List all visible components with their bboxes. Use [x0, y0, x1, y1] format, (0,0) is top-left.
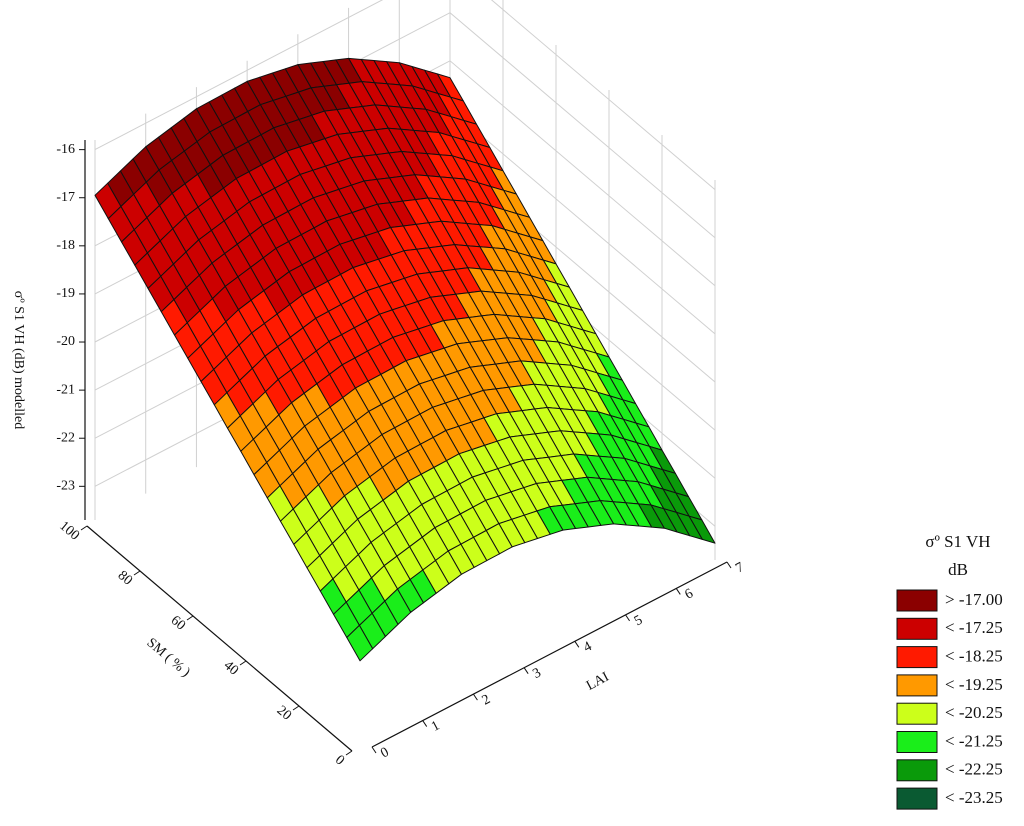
legend-swatch [896, 589, 938, 612]
x-tick [625, 614, 630, 622]
legend-label: < -20.25 [945, 703, 1003, 722]
legend-label: < -19.25 [945, 675, 1003, 694]
y-tick [292, 705, 300, 711]
y-tick [239, 660, 247, 666]
x-tick [473, 693, 478, 701]
legend-title: dB [948, 560, 968, 579]
z-axis-title: σº S1 VH (dB) modelled [11, 291, 26, 429]
z-tick-label: -18 [56, 238, 75, 253]
y-axis-line [86, 525, 353, 752]
x-tick [371, 746, 377, 754]
legend-title: σº S1 VH [925, 532, 990, 551]
grid-line [94, 0, 716, 190]
y-tick [345, 750, 353, 756]
legend: σº S1 VH dB > -17.00 < -17.25 < -18.25 < -19.… [896, 532, 1003, 810]
x-tick [675, 588, 681, 595]
z-tick-label: -19 [56, 286, 75, 301]
legend-swatch [896, 617, 938, 640]
z-tick-label: -23 [56, 479, 75, 494]
legend-swatch [896, 787, 938, 810]
x-tick [726, 561, 732, 569]
legend-label: < -23.25 [945, 788, 1003, 807]
x-tick [422, 720, 428, 727]
legend-swatch [896, 702, 938, 725]
legend-swatch [896, 674, 938, 697]
z-tick-label: -16 [56, 142, 75, 157]
x-axis-line [371, 561, 728, 748]
legend-swatch [896, 759, 938, 782]
z-tick-label: -21 [56, 382, 75, 397]
z-tick-label: -17 [56, 190, 75, 205]
surface [94, 57, 716, 662]
y-tick [133, 570, 141, 576]
legend-label: < -18.25 [945, 647, 1003, 666]
surface-cell [346, 624, 374, 662]
z-tick-label: -20 [56, 334, 75, 349]
x-tick [574, 641, 580, 648]
legend-label: < -21.25 [945, 731, 1003, 750]
y-tick [80, 525, 88, 531]
legend-label: < -17.25 [945, 618, 1003, 637]
z-tick-label: -22 [56, 430, 75, 445]
legend-swatch [896, 731, 938, 753]
legend-label: < -22.25 [945, 760, 1003, 779]
legend-label: > -17.00 [945, 590, 1003, 609]
x-tick [523, 667, 529, 674]
legend-swatch [896, 646, 938, 669]
y-tick [186, 615, 194, 621]
